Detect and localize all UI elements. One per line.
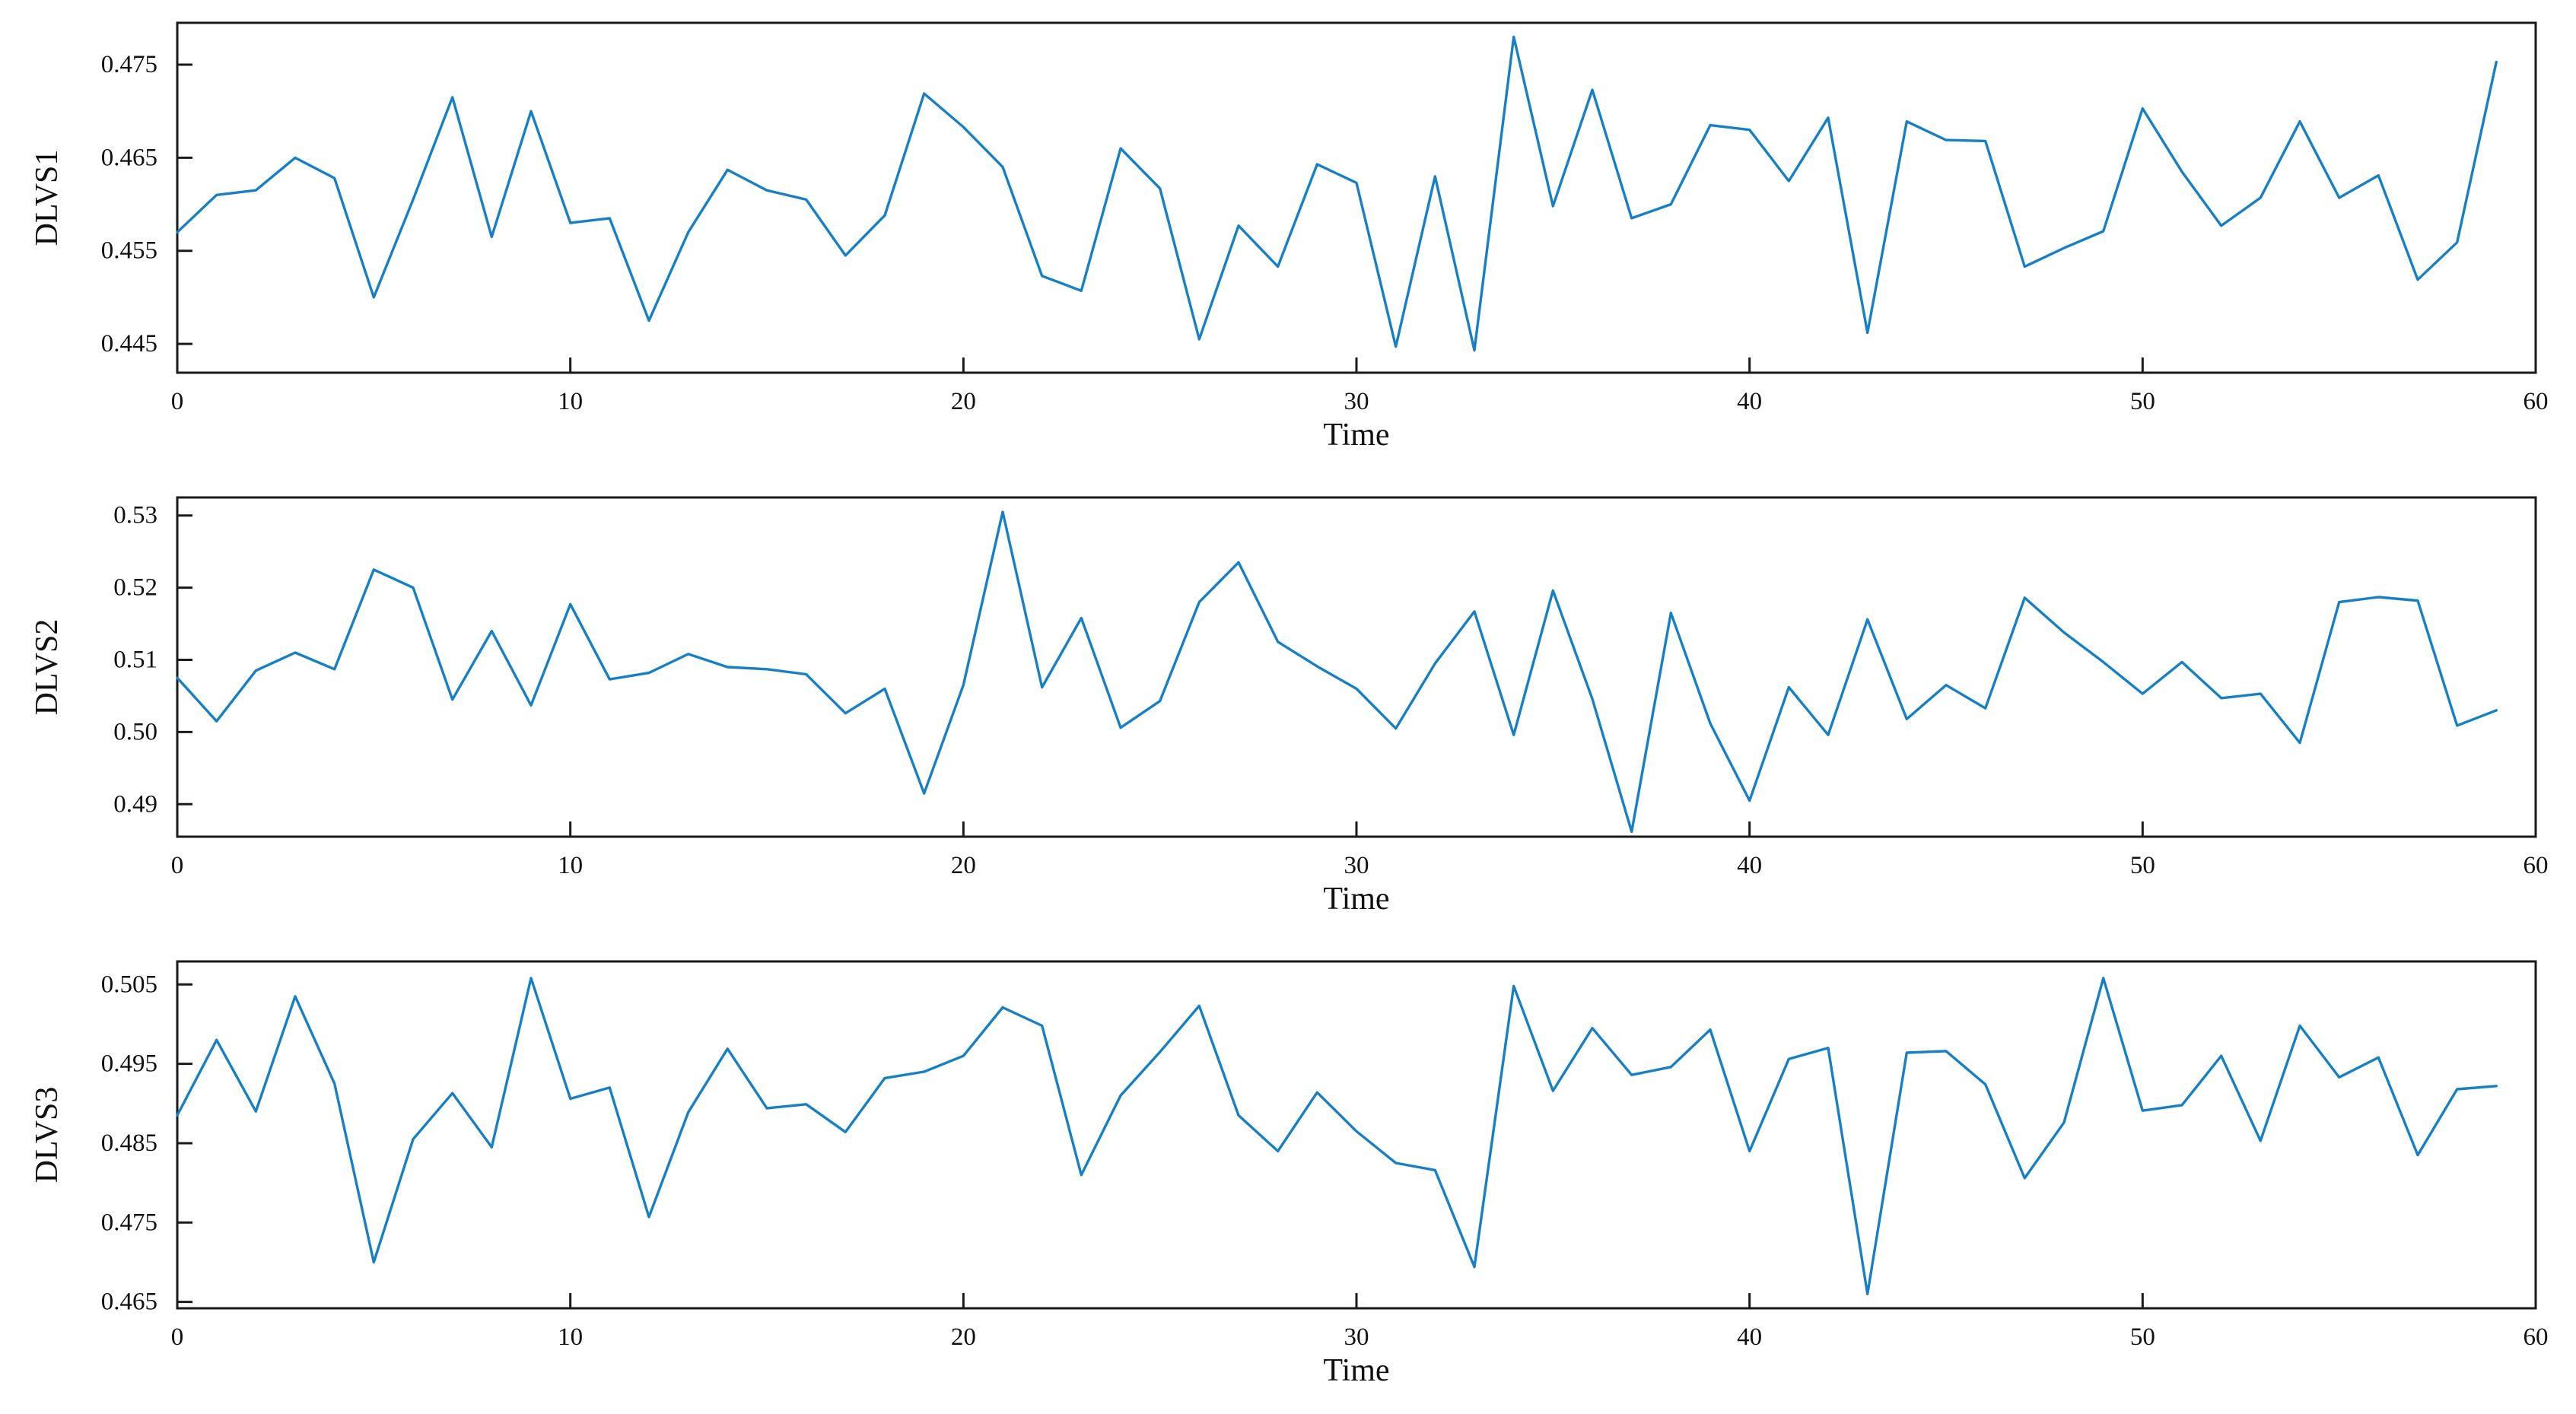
- x-tick-label: 40: [1737, 1323, 1762, 1351]
- y-axis-title-dlvs3: DLVS3: [30, 1086, 65, 1184]
- x-tick-label: 30: [1344, 388, 1369, 415]
- series-line-dlvs2: [176, 510, 2498, 834]
- x-tick-label: 0: [171, 388, 184, 415]
- x-tick-label: 40: [1737, 388, 1762, 415]
- x-tick-label: 50: [2130, 1323, 2155, 1351]
- y-tick-label: 0.52: [113, 574, 157, 602]
- x-axis-title-time-2: Time: [1323, 882, 1390, 917]
- y-tick-label: 0.495: [101, 1050, 157, 1078]
- x-tick-label: 20: [951, 852, 976, 879]
- x-tick-label: 0: [171, 852, 184, 879]
- x-axis-title-time-3: Time: [1323, 1353, 1390, 1388]
- y-tick-label: 0.505: [101, 971, 157, 998]
- x-tick-label: 0: [171, 1323, 184, 1351]
- y-axis-title-dlvs2: DLVS2: [30, 618, 65, 716]
- x-tick-label: 60: [2524, 852, 2549, 879]
- x-tick-label: 30: [1344, 852, 1369, 879]
- y-tick-label: 0.51: [113, 647, 157, 674]
- x-tick-label: 40: [1737, 852, 1762, 879]
- y-tick-label: 0.485: [101, 1130, 157, 1157]
- x-tick-label: 20: [951, 1323, 976, 1351]
- x-tick-label: 60: [2524, 388, 2549, 415]
- x-tick-label: 10: [558, 852, 583, 879]
- y-tick-label: 0.465: [101, 144, 157, 171]
- y-tick-label: 0.455: [101, 237, 157, 265]
- y-tick-label: 0.49: [113, 790, 157, 818]
- x-tick-label: 10: [558, 1323, 583, 1351]
- y-tick-label: 0.53: [113, 502, 157, 529]
- x-tick-label: 50: [2130, 852, 2155, 879]
- x-tick-label: 30: [1344, 1323, 1369, 1351]
- plot-box-dlvs1: [176, 21, 2537, 374]
- y-tick-label: 0.475: [101, 1209, 157, 1236]
- y-tick-label: 0.445: [101, 330, 157, 357]
- y-tick-label: 0.475: [101, 51, 157, 78]
- series-line-dlvs3: [176, 977, 2498, 1295]
- x-tick-label: 50: [2130, 388, 2155, 415]
- plot-box-dlvs2: [176, 496, 2537, 838]
- plot-box-dlvs3: [176, 960, 2537, 1310]
- y-tick-label: 0.50: [113, 718, 157, 745]
- y-axis-title-dlvs1: DLVS1: [30, 149, 65, 246]
- y-tick-label: 0.465: [101, 1288, 157, 1316]
- x-tick-label: 20: [951, 388, 976, 415]
- x-tick-label: 10: [558, 388, 583, 415]
- x-axis-title-time-1: Time: [1323, 418, 1390, 453]
- series-line-dlvs1: [176, 35, 2498, 352]
- x-tick-label: 60: [2524, 1323, 2549, 1351]
